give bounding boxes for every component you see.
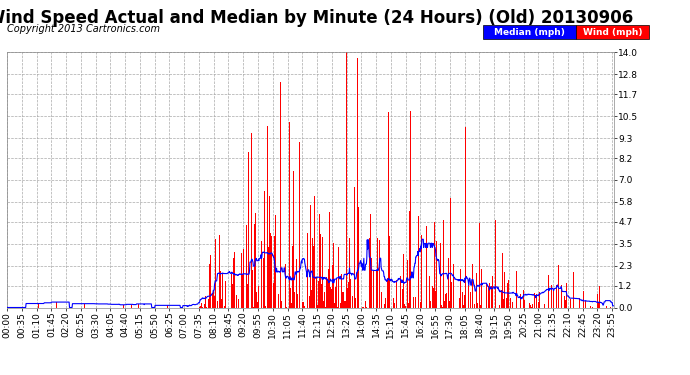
Text: Copyright 2013 Cartronics.com: Copyright 2013 Cartronics.com bbox=[7, 24, 160, 34]
Text: Wind Speed Actual and Median by Minute (24 Hours) (Old) 20130906: Wind Speed Actual and Median by Minute (… bbox=[0, 9, 633, 27]
Text: Median (mph): Median (mph) bbox=[494, 28, 565, 37]
Text: Wind (mph): Wind (mph) bbox=[582, 28, 642, 37]
